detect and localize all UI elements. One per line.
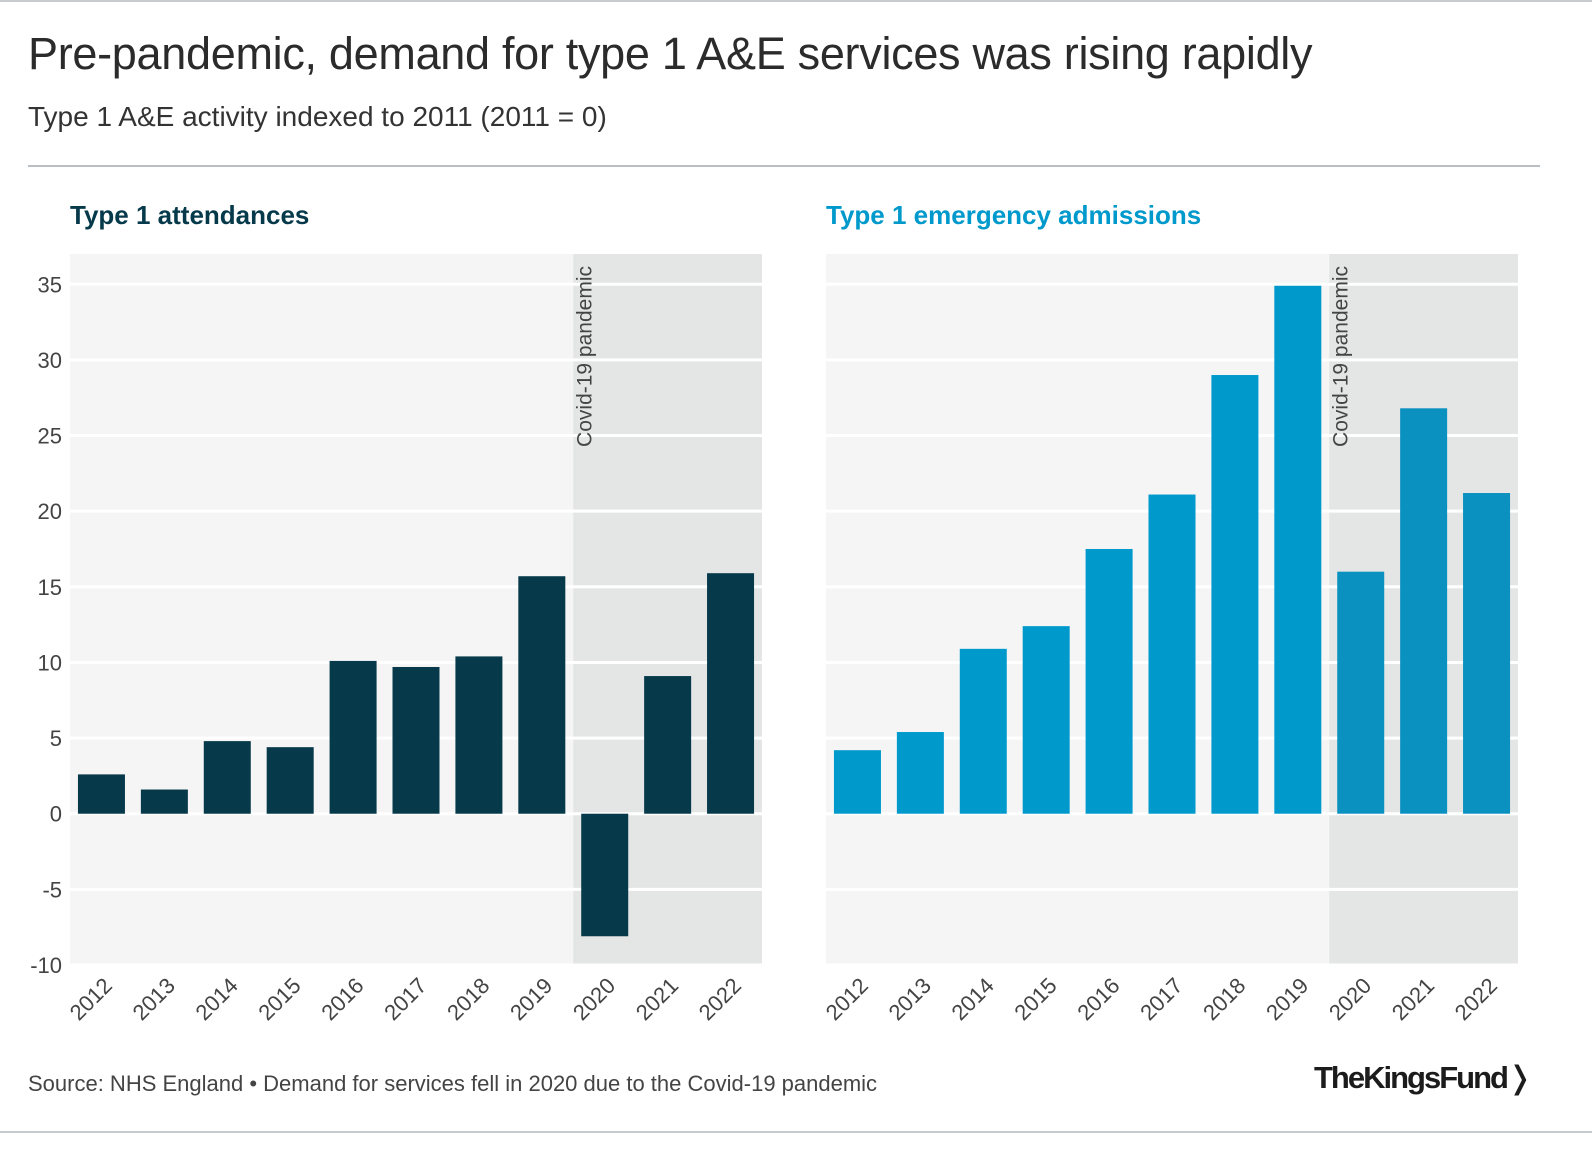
x-tick-label: 2015 [1009, 973, 1061, 1025]
chart-subtitle: Type 1 A&E activity indexed to 2011 (201… [28, 101, 607, 132]
pandemic-label: Covid-19 pandemic [573, 266, 596, 447]
x-tick-label: 2017 [379, 973, 431, 1025]
y-tick-label: 30 [38, 348, 62, 373]
bar-2022 [707, 573, 755, 814]
x-tick-label: 2012 [821, 973, 873, 1025]
x-tick-label: 2021 [631, 973, 683, 1025]
y-tick-label: 5 [50, 726, 62, 751]
bar-2014 [203, 741, 251, 814]
bar-2012 [833, 750, 881, 814]
bar-2017 [392, 666, 440, 814]
x-tick-label: 2017 [1135, 973, 1187, 1025]
bar-2019 [518, 576, 566, 814]
y-tick-label: 15 [38, 575, 62, 600]
bar-2020 [581, 813, 629, 937]
x-tick-label: 2019 [1261, 973, 1313, 1025]
y-tick-label: 20 [38, 499, 62, 524]
source-note: Source: NHS England • Demand for service… [28, 1071, 878, 1096]
x-tick-label: 2012 [65, 973, 117, 1025]
bar-2016 [329, 660, 377, 814]
top-border [0, 0, 1592, 2]
bar-2022 [1463, 493, 1511, 814]
bottom-border [0, 1131, 1592, 1133]
x-tick-label: 2018 [1198, 973, 1250, 1025]
x-tick-label: 2016 [1072, 973, 1124, 1025]
bar-2014 [959, 648, 1007, 814]
y-tick-label: -5 [42, 877, 62, 902]
bar-2021 [644, 676, 692, 814]
bar-2018 [455, 656, 503, 814]
x-tick-label: 2013 [884, 973, 936, 1025]
x-tick-label: 2019 [505, 973, 557, 1025]
y-tick-label: -10 [30, 953, 62, 978]
y-tick-label: 35 [38, 272, 62, 297]
x-tick-label: 2014 [191, 973, 243, 1025]
bar-2013 [140, 789, 188, 814]
x-tick-label: 2014 [947, 973, 999, 1025]
x-tick-label: 2015 [253, 973, 305, 1025]
y-tick-label: 0 [50, 802, 62, 827]
y-tick-label: 25 [38, 424, 62, 449]
bar-2021 [1400, 408, 1448, 814]
x-tick-label: 2021 [1387, 973, 1439, 1025]
bar-2012 [77, 774, 125, 814]
bar-2019 [1274, 285, 1322, 814]
chart-title: Pre-pandemic, demand for type 1 A&E serv… [28, 28, 1313, 79]
bar-2013 [896, 732, 944, 814]
panel-title-admissions: Type 1 emergency admissions [826, 200, 1202, 230]
bar-2015 [266, 747, 314, 814]
divider [28, 165, 1540, 167]
x-tick-label: 2022 [694, 973, 746, 1025]
x-tick-label: 2022 [1450, 973, 1502, 1025]
bar-2016 [1085, 548, 1133, 814]
bar-2018 [1211, 375, 1259, 814]
x-tick-label: 2020 [568, 973, 620, 1025]
bar-2017 [1148, 494, 1196, 814]
y-tick-label: 10 [38, 650, 62, 675]
bar-2015 [1022, 626, 1070, 814]
x-tick-label: 2016 [316, 973, 368, 1025]
x-tick-label: 2013 [128, 973, 180, 1025]
panel-title-attendances: Type 1 attendances [70, 200, 310, 230]
kings-fund-logo: TheKingsFund❭ [1314, 1060, 1533, 1095]
bar-2020 [1337, 571, 1385, 814]
pandemic-label: Covid-19 pandemic [1329, 266, 1352, 447]
x-tick-label: 2018 [442, 973, 494, 1025]
x-tick-label: 2020 [1324, 973, 1376, 1025]
